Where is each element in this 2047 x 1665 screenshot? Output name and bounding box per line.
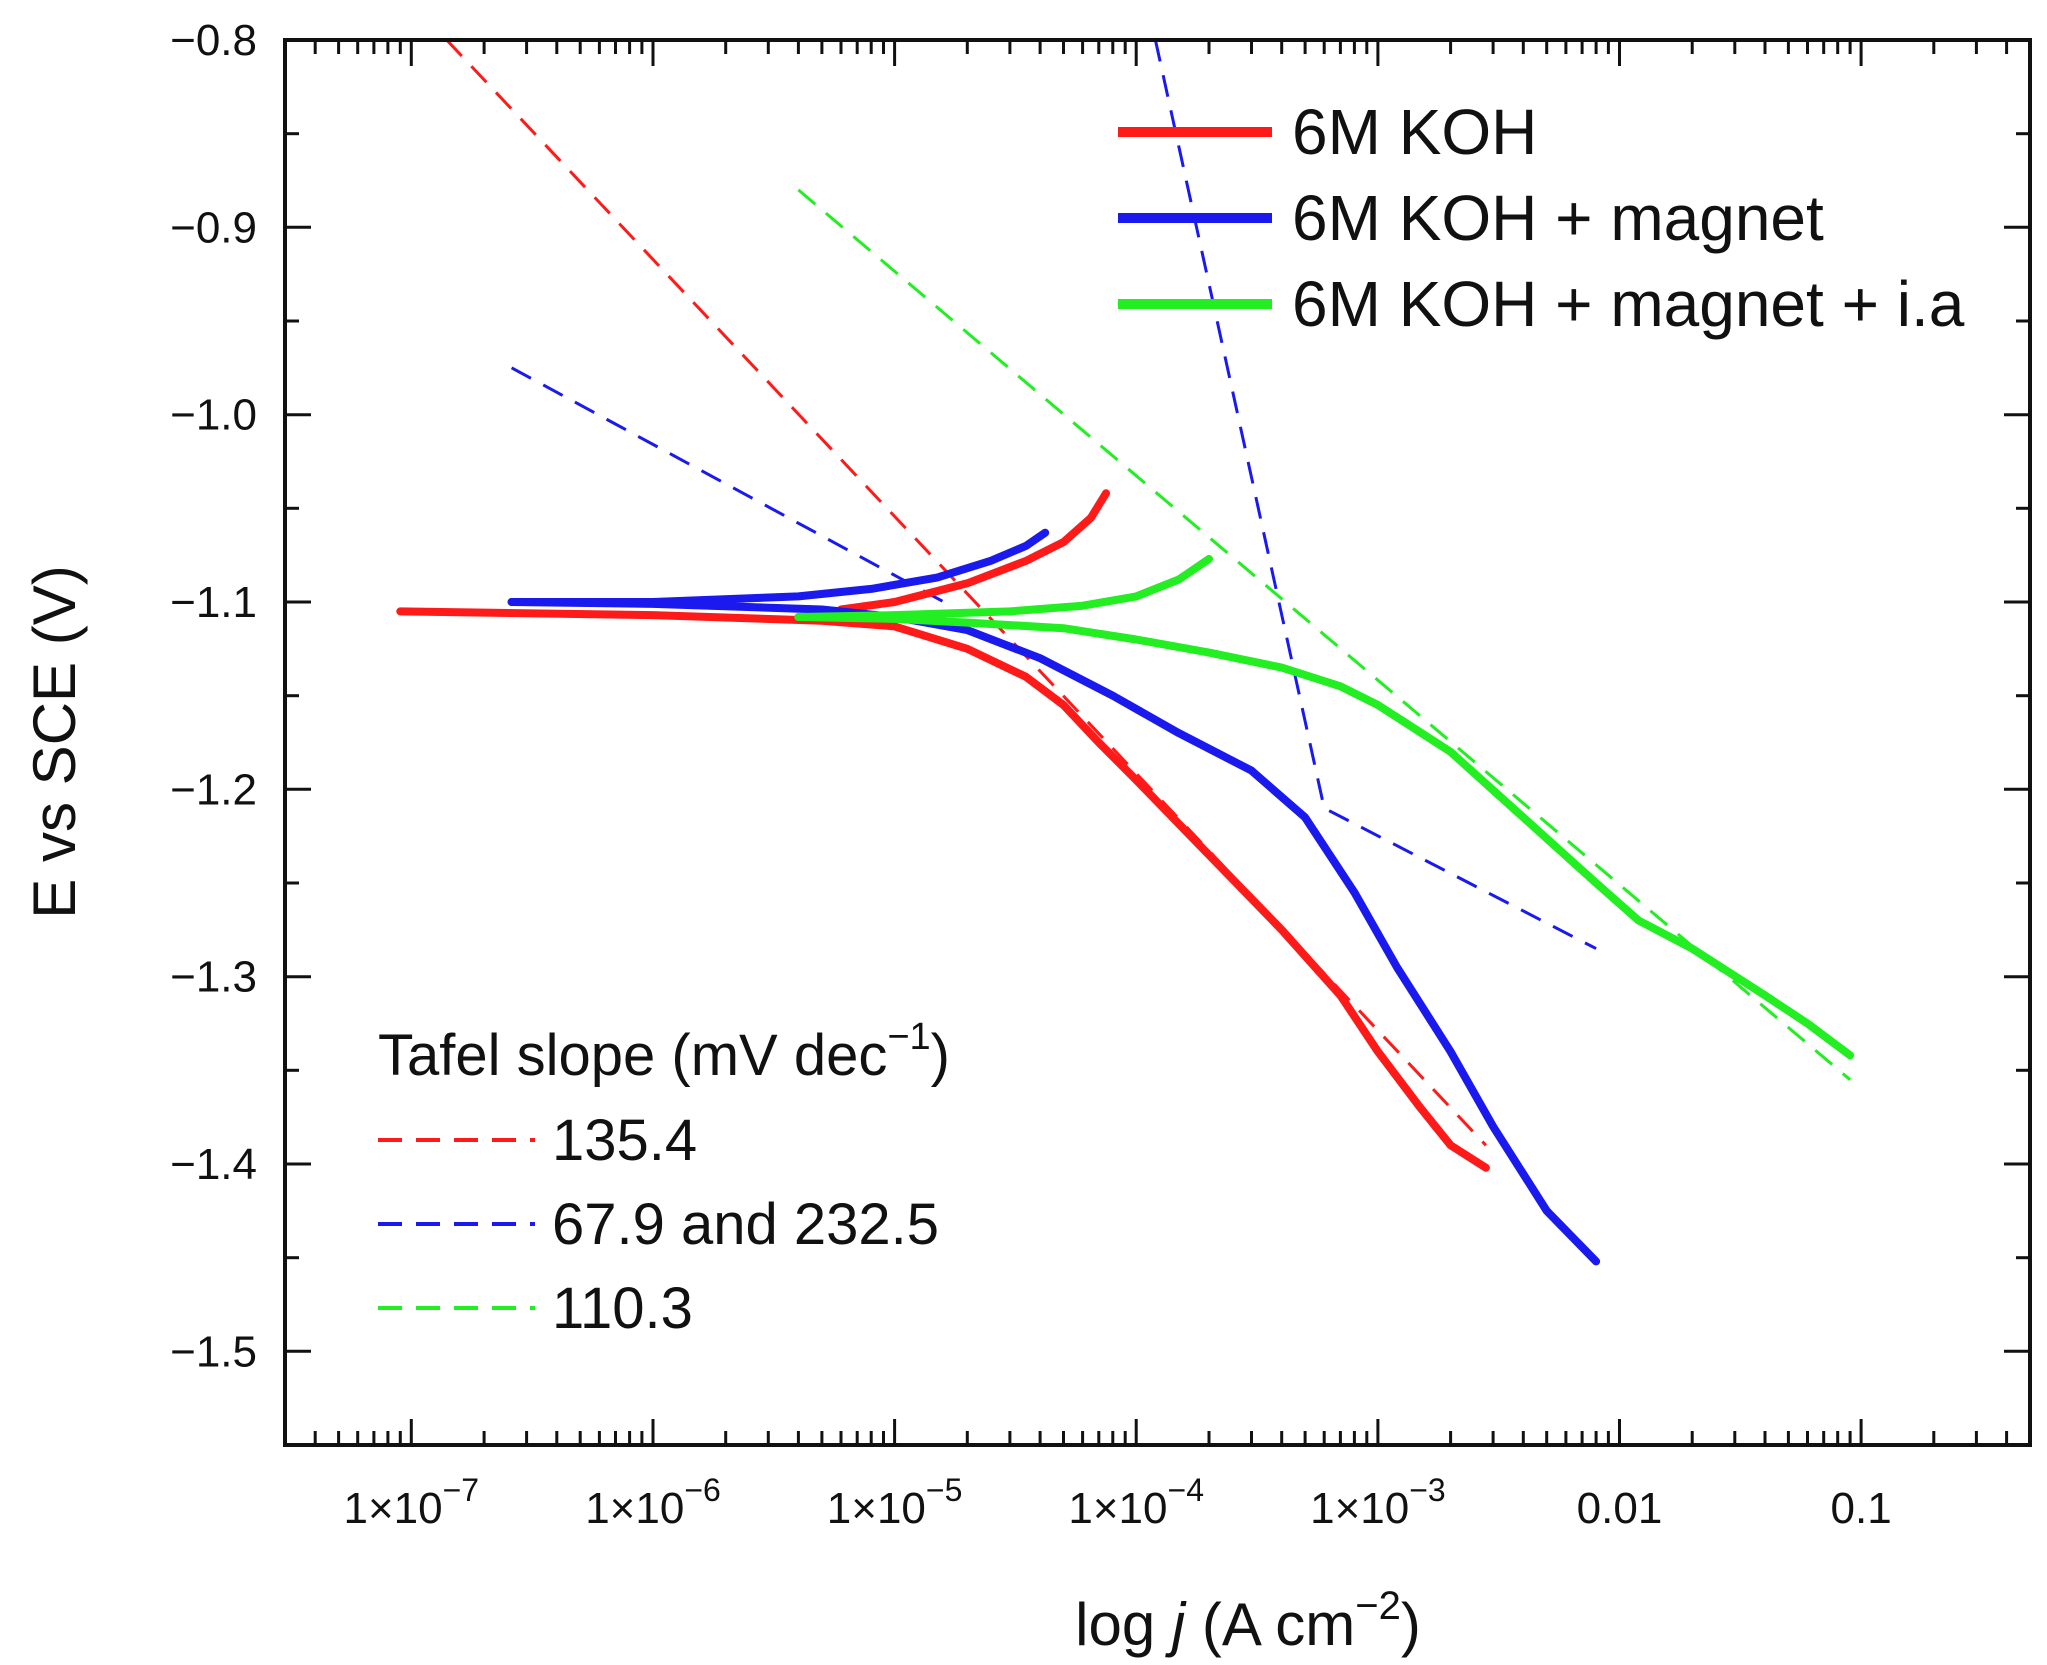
series-line-anodic <box>837 489 1110 614</box>
y-tick-labels: −0.8 −0.9 −1.0 −1.1 −1.2 −1.3 −1.4 −1.5 <box>170 16 257 1376</box>
x-tick-label: 0.1 <box>1831 1484 1892 1533</box>
tafel-legend-entries: 135.4 67.9 and 232.5 110.3 <box>378 1108 939 1341</box>
tafel-fit-line <box>1153 39 1597 950</box>
series-legend: 6M KOH 6M KOH + magnet 6M KOH + magnet + i… <box>1118 96 1965 340</box>
x-axis-title-unit: (A cm <box>1185 1591 1355 1658</box>
tafel-legend-label: 67.9 and 232.5 <box>552 1192 939 1257</box>
polarization-curves <box>396 489 1855 1266</box>
x-tick-label-exp: −6 <box>684 1472 720 1508</box>
y-tick-label: −0.8 <box>170 16 257 65</box>
x-tick-label: 1×10−4 <box>1068 1472 1204 1533</box>
x-tick-label-exp: −5 <box>926 1472 962 1508</box>
x-axis-title-exp: −2 <box>1355 1584 1401 1628</box>
tafel-legend-title: Tafel slope (mV dec−1) <box>378 1016 950 1088</box>
y-tick-label: −1.4 <box>170 1140 257 1189</box>
legend-label: 6M KOH + magnet + i.a <box>1292 268 1965 340</box>
x-tick-label-mantissa: 0.1 <box>1831 1484 1892 1533</box>
tafel-legend-title-close: ) <box>931 1023 950 1088</box>
y-tick-label: −1.0 <box>170 391 257 440</box>
series-line-cathodic <box>794 613 1855 1060</box>
x-tick-label: 1×10−6 <box>585 1472 721 1533</box>
tafel-legend: Tafel slope (mV dec−1) 135.4 67.9 and 232… <box>378 1016 950 1341</box>
x-tick-label-mantissa: 1×10 <box>1068 1484 1167 1533</box>
x-tick-label: 0.01 <box>1577 1484 1663 1533</box>
series-line-anodic <box>794 554 1213 621</box>
x-tick-label-exp: −4 <box>1168 1472 1204 1508</box>
x-axis-title-close: ) <box>1401 1591 1421 1658</box>
y-axis-title: E vs SCE (V) <box>21 565 88 918</box>
x-tick-label-mantissa: 1×10 <box>344 1484 443 1533</box>
y-tick-label: −1.5 <box>170 1327 257 1376</box>
tafel-legend-label: 135.4 <box>552 1108 697 1173</box>
x-axis-title: log j (A cm−2) <box>1075 1584 1421 1658</box>
x-tick-labels: 1×10−7 1×10−6 1×10−5 1×10−4 1×10−3 0.01 0.1 <box>344 1472 1892 1533</box>
x-tick-label-exp: −7 <box>443 1472 479 1508</box>
series-line-anodic <box>507 528 1050 606</box>
x-tick-label-mantissa: 1×10 <box>1310 1484 1409 1533</box>
tafel-fit-line <box>797 188 1852 1081</box>
y-tick-label: −1.1 <box>170 578 257 627</box>
legend-label: 6M KOH + magnet <box>1292 182 1824 254</box>
x-tick-label-exp: −3 <box>1409 1472 1445 1508</box>
x-tick-label-mantissa: 1×10 <box>827 1484 926 1533</box>
x-tick-label: 1×10−7 <box>344 1472 480 1533</box>
x-tick-label-mantissa: 0.01 <box>1577 1484 1663 1533</box>
x-axis-title-prefix: log <box>1075 1591 1172 1658</box>
axis-ticks <box>283 38 2032 1447</box>
x-tick-label: 1×10−3 <box>1310 1472 1446 1533</box>
x-tick-label-mantissa: 1×10 <box>585 1484 684 1533</box>
tafel-legend-title-exp: −1 <box>887 1016 930 1058</box>
x-tick-label: 1×10−5 <box>827 1472 963 1533</box>
tafel-fit-line <box>510 366 945 604</box>
y-tick-label: −1.3 <box>170 953 257 1002</box>
plot-frame <box>283 38 2032 1447</box>
tafel-legend-label: 110.3 <box>552 1276 693 1341</box>
legend-label: 6M KOH <box>1292 96 1537 168</box>
y-tick-label: −0.9 <box>170 203 257 252</box>
tafel-legend-title-text: Tafel slope (mV dec <box>378 1023 887 1088</box>
y-tick-label: −1.2 <box>170 765 257 814</box>
series-line-cathodic <box>396 607 1490 1172</box>
